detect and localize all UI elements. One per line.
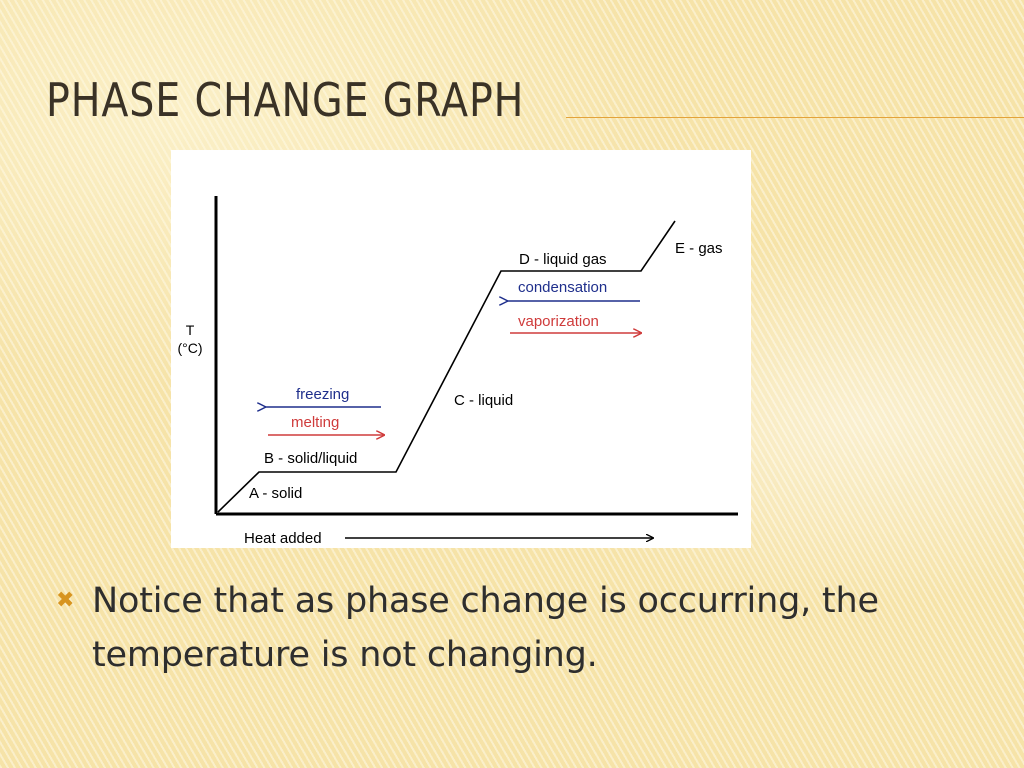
- x-axis-label: Heat added: [244, 530, 322, 547]
- x-mark-bullet-icon: ✖: [56, 588, 75, 613]
- vaporization-label: vaporization: [518, 313, 599, 330]
- y-axis-label-unit: (°C): [177, 340, 202, 356]
- heating-curve: [217, 220, 676, 513]
- segment-label-b: B - solid/liquid: [264, 450, 357, 467]
- freezing-label: freezing: [296, 386, 349, 403]
- slide-title: PHASE CHANGE GRAPH: [46, 73, 525, 127]
- segment-label-d: D - liquid gas: [519, 251, 607, 268]
- title-underline: [566, 117, 1024, 118]
- condensation-label: condensation: [518, 279, 607, 296]
- bullet-text: Notice that as phase change is occurring…: [92, 581, 879, 675]
- segment-label-a: A - solid: [249, 485, 302, 502]
- segment-label-c: C - liquid: [454, 392, 513, 409]
- melting-label: melting: [291, 414, 339, 431]
- phase-change-diagram: T (°C) Heat added A - solid B - solid/li…: [171, 150, 751, 548]
- y-axis-label-t: T: [186, 322, 195, 338]
- bullet-point: ✖ Notice that as phase change is occurri…: [56, 574, 986, 682]
- segment-label-e: E - gas: [675, 240, 723, 257]
